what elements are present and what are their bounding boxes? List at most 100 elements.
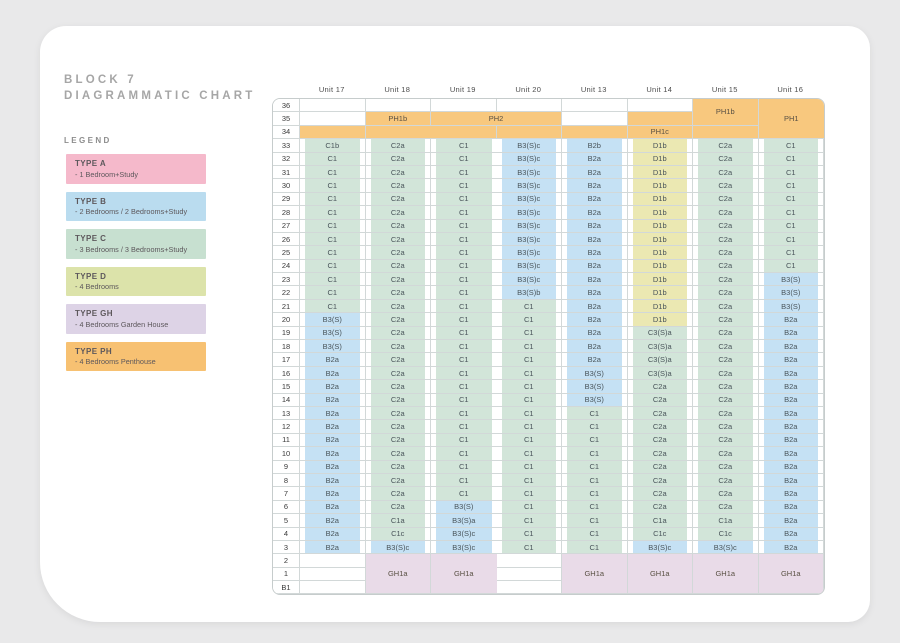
unit-cell-fill: C2a <box>698 366 753 380</box>
unit-cell-c1: C1 <box>431 246 497 260</box>
unit-cell-c1: C1 <box>431 139 497 153</box>
unit-cell-fill: C1 <box>436 273 492 286</box>
floor-label-32: 32 <box>273 152 300 166</box>
unit-cell-fill: C1 <box>436 206 492 219</box>
unit-cell-fill: C2a <box>698 473 753 487</box>
unit-cell-c1: C1 <box>562 460 628 474</box>
unit-cell-b2a: B2a <box>562 152 628 166</box>
unit-cell-d1b: D1b <box>627 152 693 166</box>
unit-cell-c2a: C2a <box>627 406 693 421</box>
unit-cell-b2a: B2a <box>758 500 824 515</box>
unit-cell-fill: C2a <box>370 259 425 273</box>
unit-cell-b2a: B2a <box>758 406 824 421</box>
unit-cell-c1: C1 <box>431 433 497 448</box>
unit-cell-fill: B3(S)c <box>501 259 556 273</box>
floor-label-12: 12 <box>273 420 300 434</box>
unit-cell-c2a: C2a <box>693 246 759 260</box>
unit-cell-d1b: D1b <box>627 206 693 220</box>
unit-cell-fill: B2a <box>763 406 818 420</box>
unit-cell-fill: B2a <box>305 393 360 406</box>
unit-cell-fill: C1 <box>501 460 556 473</box>
unit-cell-b2b: B2b <box>562 139 628 153</box>
unit-cell-c1c: C1c <box>365 527 431 541</box>
unit-cell-c2a: C2a <box>365 273 431 287</box>
unit-cell-c1: C1 <box>496 420 562 434</box>
unit-cell-d1b: D1b <box>627 273 693 287</box>
unit-cell-fill: C1 <box>436 299 492 313</box>
unit-cell-fill: C1 <box>501 406 556 420</box>
unit-cell-fill: C2a <box>632 380 687 393</box>
unit-cell-c2a: C2a <box>693 420 759 434</box>
empty-cell <box>496 554 562 568</box>
unit-cell-c1c: C1c <box>627 527 693 541</box>
floor-label-5: 5 <box>273 514 300 528</box>
floor-label-4: 4 <box>273 527 300 541</box>
floor-label-7: 7 <box>273 487 300 501</box>
unit-cell-fill: C2a <box>698 165 753 179</box>
floor-label-33: 33 <box>273 139 300 153</box>
unit-cell-c1: C1 <box>496 380 562 394</box>
legend-item-title: TYPE B <box>75 196 107 206</box>
unit-cell-fill: C2a <box>698 232 753 246</box>
unit-cell-fill: C2a <box>370 366 425 380</box>
unit-cell-c3(s)a: C3(S)a <box>627 326 693 341</box>
unit-cell-c2a: C2a <box>693 500 759 515</box>
unit-cell-c2a: C2a <box>627 487 693 501</box>
unit-cell-c1: C1 <box>562 514 628 528</box>
unit-cell-fill: C2a <box>370 232 425 246</box>
unit-cell-fill: C1 <box>763 165 818 179</box>
unit-cell-c2a: C2a <box>365 299 431 314</box>
legend-item-type-a: TYPE A- 1 Bedroom+Study <box>66 154 206 184</box>
unit-cell-c2a: C2a <box>365 366 431 381</box>
unit-cell-c1: C1 <box>496 473 562 488</box>
unit-cell-fill: C2a <box>370 380 425 393</box>
unit-cell-fill: B3(S)c <box>436 540 492 554</box>
unit-cell-fill: C1 <box>436 406 492 420</box>
unit-cell-b3(s)b: B3(S)b <box>496 286 562 300</box>
unit-cell-c2a: C2a <box>365 286 431 300</box>
unit-cell-c1: C1 <box>562 500 628 515</box>
unit-cell-fill: C2a <box>370 246 425 259</box>
unit-cell-c1: C1 <box>431 192 497 207</box>
unit-cell-fill: B3(S) <box>305 313 360 326</box>
unit-header-unit-17: Unit 17 <box>318 85 345 94</box>
unit-cell-fill: C1 <box>567 420 622 433</box>
unit-cell-c2a: C2a <box>365 206 431 220</box>
unit-cell-c1a: C1a <box>693 514 759 528</box>
unit-cell-fill: C1 <box>567 500 622 514</box>
unit-cell-c1: C1 <box>562 433 628 448</box>
unit-cell-fill: B3(S) <box>436 500 492 514</box>
floor-label-24: 24 <box>273 259 300 274</box>
floor-label-35: 35 <box>273 112 300 126</box>
unit-cell-fill: B2a <box>567 246 622 259</box>
unit-cell-d1b: D1b <box>627 179 693 193</box>
unit-cell-fill: C2a <box>370 152 425 165</box>
unit-cell-c3(s)a: C3(S)a <box>627 366 693 381</box>
unit-cell-c1: C1 <box>758 246 824 260</box>
unit-cell-fill: B3(S)c <box>370 540 425 554</box>
unit-header-unit-14: Unit 14 <box>646 85 673 94</box>
empty-cell <box>562 99 628 113</box>
unit-cell-fill: C2a <box>370 406 425 420</box>
unit-cell-fill: C1 <box>763 259 818 273</box>
unit-cell-b3(s)c: B3(S)c <box>431 527 497 541</box>
unit-cell-c1: C1 <box>496 366 562 381</box>
unit-cell-b3(s)c: B3(S)c <box>496 246 562 260</box>
unit-cell-c2a: C2a <box>693 326 759 341</box>
unit-cell-c1: C1 <box>431 447 497 461</box>
unit-cell-b2a: B2a <box>300 406 366 421</box>
unit-cell-b3(s): B3(S) <box>562 393 628 407</box>
unit-cell-fill: C2a <box>632 500 687 514</box>
unit-cell-b3(s)c: B3(S)c <box>627 540 693 555</box>
unit-cell-fill: C2a <box>698 259 753 273</box>
unit-cell-fill: C1 <box>501 299 556 313</box>
floor-label-1: 1 <box>273 567 300 582</box>
unit-cell-b2a: B2a <box>300 433 366 448</box>
unit-cell-c2a: C2a <box>365 380 431 394</box>
unit-cell-fill: D1b <box>632 299 687 313</box>
page-title: BLOCK 7 <box>64 74 137 86</box>
unit-cell-fill: C2a <box>632 420 687 433</box>
unit-cell-fill: C1 <box>763 192 818 206</box>
unit-cell-fill: C1c <box>370 527 425 540</box>
